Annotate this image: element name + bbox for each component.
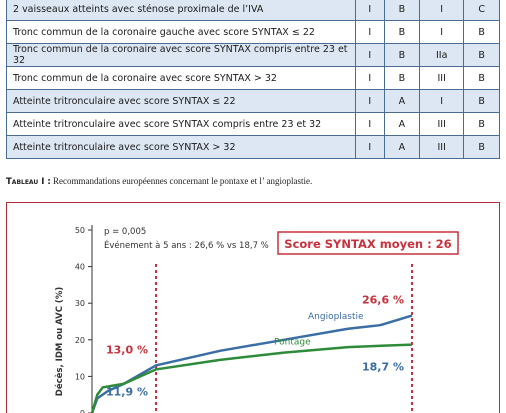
table-cell: I xyxy=(419,0,465,21)
table-cell: B xyxy=(383,20,421,44)
table-cell: III xyxy=(419,112,465,136)
table-cell: 2 vaisseaux atteints avec sténose proxim… xyxy=(6,0,356,21)
y-tick-label: 40 xyxy=(75,263,85,272)
series-label: Angioplastie xyxy=(308,312,364,322)
table-cell: Tronc commun de la coronaire avec score … xyxy=(6,66,356,90)
data-label: 18,7 % xyxy=(362,361,404,374)
data-label: 13,0 % xyxy=(106,343,148,356)
table-cell: B xyxy=(383,43,421,67)
y-tick-label: 0 xyxy=(80,409,85,413)
score-box xyxy=(277,231,459,255)
table-cell: I xyxy=(355,20,385,44)
caption-label: Tableau I : xyxy=(6,177,51,187)
series-line xyxy=(90,343,413,413)
table-cell: III xyxy=(419,135,465,159)
table-cell: A xyxy=(383,112,421,136)
score-text: Score SYNTAX moyen : 26 xyxy=(284,237,451,251)
recommendation-table: 2 vaisseaux atteints avec sténose proxim… xyxy=(6,0,500,159)
table-cell: B xyxy=(383,66,421,90)
table-cell: B xyxy=(463,89,500,113)
p-value: p = 0,005 xyxy=(104,227,146,237)
table-row: Tronc commun de la coronaire avec score … xyxy=(6,66,500,90)
y-tick-label: 50 xyxy=(75,226,85,235)
table-cell: III xyxy=(419,66,465,90)
table-cell: Atteinte tritronculaire avec score SYNTA… xyxy=(6,135,356,159)
table-row: Tronc commun de la coronaire avec score … xyxy=(6,43,500,67)
table-row: 2 vaisseaux atteints avec sténose proxim… xyxy=(6,0,500,21)
table-cell: B xyxy=(463,43,500,67)
caption: Tableau I : Recommandations européennes … xyxy=(6,176,312,187)
table-cell: A xyxy=(383,135,421,159)
event-text: Événement à 5 ans : 26,6 % vs 18,7 % xyxy=(104,239,269,251)
series-line xyxy=(90,314,413,413)
table-cell: I xyxy=(355,0,385,21)
data-label: 26,6 % xyxy=(362,294,404,307)
table-cell: I xyxy=(355,135,385,159)
table-cell: I xyxy=(355,43,385,67)
table-row: Atteinte tritronculaire avec score SYNTA… xyxy=(6,112,500,136)
table-cell: I xyxy=(355,66,385,90)
table-cell: C xyxy=(463,0,500,21)
table-cell: I xyxy=(355,112,385,136)
table-cell: Tronc commun de la coronaire gauche avec… xyxy=(6,20,356,44)
figure: 0 10 20 30 40 50 Décès, IDM ou AVC (%) Angiopla… xyxy=(6,202,500,413)
figure-frame xyxy=(6,202,500,413)
table-row: Atteinte tritronculaire avec score SYNTA… xyxy=(6,135,500,159)
table-cell: B xyxy=(463,135,500,159)
table-cell: I xyxy=(419,89,465,113)
table-cell: I xyxy=(419,20,465,44)
y-tick-label: 10 xyxy=(75,372,85,381)
table-cell: I xyxy=(355,89,385,113)
y-tick-label: 20 xyxy=(75,336,85,345)
table-row: Atteinte tritronculaire avec score SYNTA… xyxy=(6,89,500,113)
table-cell: B xyxy=(463,112,500,136)
y-tick-label: 30 xyxy=(75,299,85,308)
table-cell: IIa xyxy=(419,43,465,67)
series-label: Pontage xyxy=(274,338,311,348)
table-cell: Atteinte tritronculaire avec score SYNTA… xyxy=(6,112,356,136)
table-cell: Atteinte tritronculaire avec score SYNTA… xyxy=(6,89,356,113)
table-cell: B xyxy=(463,20,500,44)
table-cell: A xyxy=(383,89,421,113)
table-row: Tronc commun de la coronaire gauche avec… xyxy=(6,20,500,44)
table-cell: Tronc commun de la coronaire avec score … xyxy=(6,43,356,67)
table-cell: B xyxy=(463,66,500,90)
y-axis-label: Décès, IDM ou AVC (%) xyxy=(54,287,65,397)
table-cell: B xyxy=(383,0,421,21)
caption-text: Recommandations européennes concernant l… xyxy=(50,176,313,186)
data-label: 11,9 % xyxy=(106,385,148,398)
